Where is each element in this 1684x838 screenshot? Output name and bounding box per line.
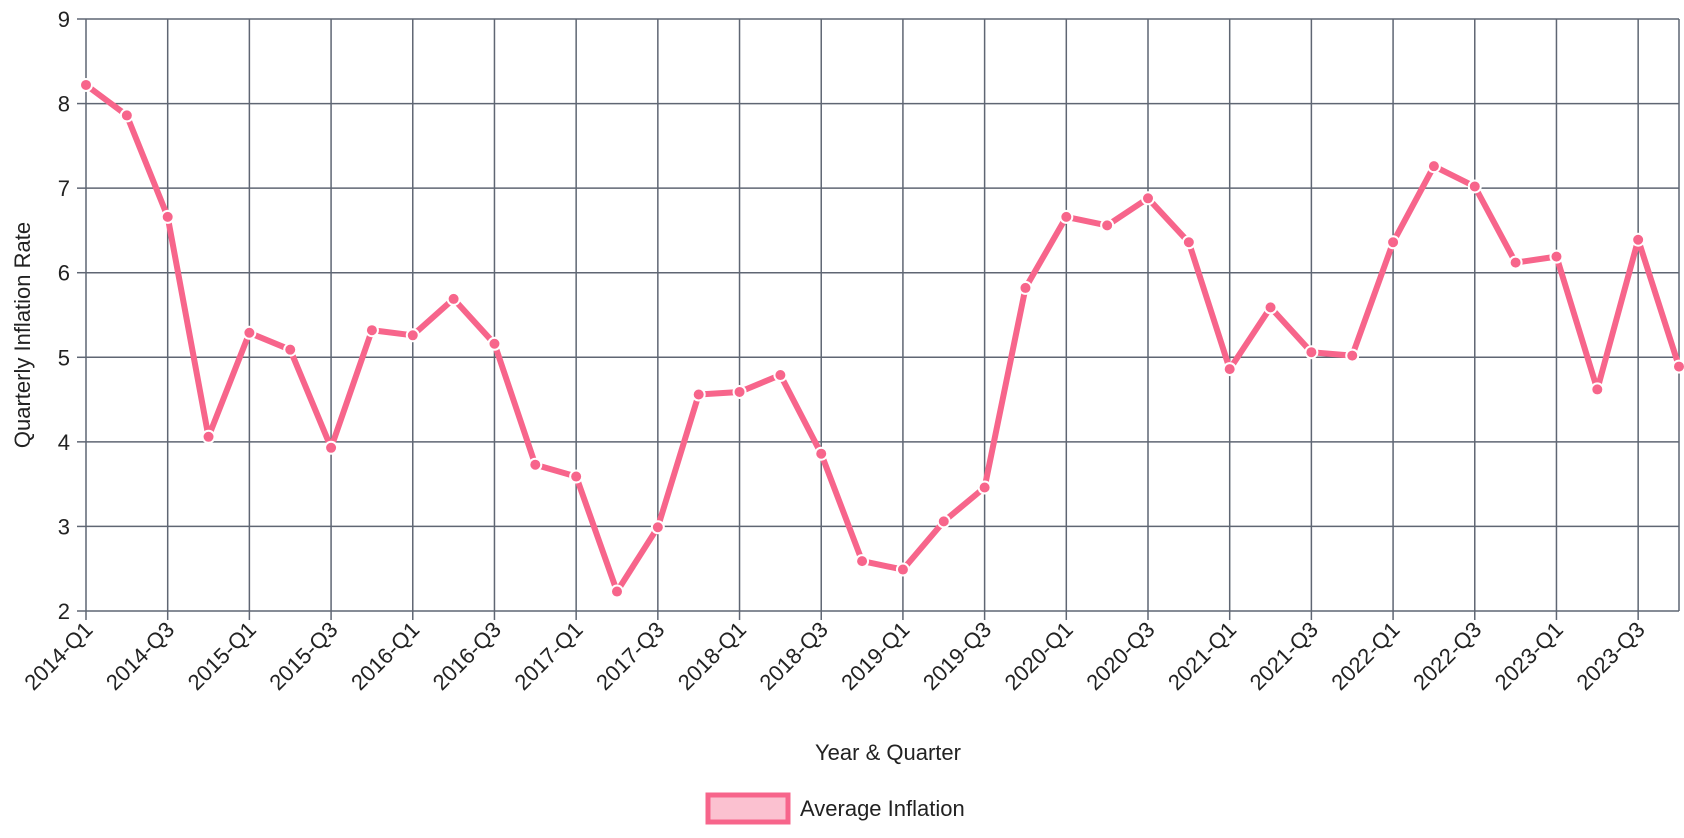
data-point[interactable] <box>1304 345 1319 360</box>
data-point[interactable] <box>1263 300 1278 315</box>
legend-label: Average Inflation <box>800 796 965 821</box>
data-point[interactable] <box>1345 348 1360 363</box>
legend-swatch <box>705 792 791 825</box>
x-tick-label: 2021-Q3 <box>1245 617 1323 695</box>
data-point[interactable] <box>895 562 910 577</box>
x-tick-label: 2020-Q1 <box>1000 617 1078 695</box>
x-tick-label: 2016-Q1 <box>346 617 424 695</box>
y-tick-label: 2 <box>58 599 70 624</box>
x-tick-label: 2022-Q3 <box>1408 617 1486 695</box>
x-tick-label: 2023-Q1 <box>1490 617 1568 695</box>
x-axis-title: Year & Quarter <box>815 740 961 765</box>
y-tick-label: 4 <box>58 430 70 455</box>
data-point[interactable] <box>977 480 992 495</box>
grid <box>85 18 1680 612</box>
x-tick-label: 2019-Q1 <box>836 617 914 695</box>
data-point[interactable] <box>1508 255 1523 270</box>
y-tick-label: 6 <box>58 261 70 286</box>
x-tick-label: 2015-Q3 <box>264 617 342 695</box>
data-point[interactable] <box>487 336 502 351</box>
data-point[interactable] <box>1549 249 1564 264</box>
data-point[interactable] <box>1222 362 1237 377</box>
data-point[interactable] <box>1141 191 1155 206</box>
data-point[interactable] <box>732 384 747 399</box>
x-tick-label: 2019-Q3 <box>918 617 996 695</box>
data-point[interactable] <box>1100 218 1115 233</box>
x-tick-label: 2018-Q3 <box>755 617 833 695</box>
data-point[interactable] <box>1181 235 1196 250</box>
data-point[interactable] <box>610 584 624 599</box>
data-point[interactable] <box>691 387 706 402</box>
y-tick-label: 5 <box>58 345 70 370</box>
x-tick-label: 2023-Q3 <box>1571 617 1649 695</box>
x-tick-label: 2020-Q3 <box>1081 617 1159 695</box>
x-tick-label: 2016-Q3 <box>428 617 506 695</box>
data-point[interactable] <box>405 328 420 343</box>
data-point[interactable] <box>1672 359 1684 374</box>
data-point[interactable] <box>936 514 951 529</box>
x-tick-label: 2014-Q1 <box>19 617 97 695</box>
data-point[interactable] <box>446 291 461 306</box>
series-line <box>83 82 1682 595</box>
data-point[interactable] <box>364 323 379 338</box>
legend[interactable]: Average Inflation <box>705 792 965 825</box>
data-point[interactable] <box>119 108 134 123</box>
x-tick-label: 2015-Q1 <box>183 617 261 695</box>
y-axis-title: Quarterly Inflation Rate <box>10 222 35 448</box>
data-point[interactable] <box>855 554 870 569</box>
data-point[interactable] <box>1631 232 1646 247</box>
y-axis: 2 3 4 5 6 7 8 9 <box>58 7 86 624</box>
series-average-inflation <box>79 77 1684 599</box>
y-tick-label: 9 <box>58 7 70 32</box>
y-tick-label: 8 <box>58 92 70 117</box>
data-point[interactable] <box>528 457 543 472</box>
data-point[interactable] <box>650 520 665 535</box>
data-point[interactable] <box>1467 179 1482 194</box>
data-point[interactable] <box>569 469 584 484</box>
data-point[interactable] <box>1059 209 1074 224</box>
data-point[interactable] <box>160 209 175 224</box>
data-point[interactable] <box>201 429 216 444</box>
x-tick-label: 2021-Q1 <box>1163 617 1241 695</box>
x-axis: 2014-Q1 2014-Q3 2015-Q1 2015-Q3 2016-Q1 2016-… <box>19 611 1650 695</box>
data-point[interactable] <box>1018 280 1033 295</box>
x-tick-label: 2017-Q3 <box>591 617 669 695</box>
x-tick-label: 2017-Q1 <box>509 617 587 695</box>
data-point[interactable] <box>773 368 788 383</box>
x-tick-label: 2014-Q3 <box>101 617 179 695</box>
y-tick-label: 3 <box>58 514 70 539</box>
data-point[interactable] <box>79 77 93 92</box>
data-point[interactable] <box>1426 159 1441 174</box>
data-point[interactable] <box>283 342 298 357</box>
data-point[interactable] <box>242 325 257 340</box>
x-tick-label: 2022-Q1 <box>1326 617 1404 695</box>
y-tick-label: 7 <box>58 176 70 201</box>
data-point[interactable] <box>324 440 339 455</box>
data-point[interactable] <box>1590 382 1605 397</box>
data-point[interactable] <box>814 446 829 461</box>
x-tick-label: 2018-Q1 <box>673 617 751 695</box>
data-point[interactable] <box>1386 235 1401 250</box>
